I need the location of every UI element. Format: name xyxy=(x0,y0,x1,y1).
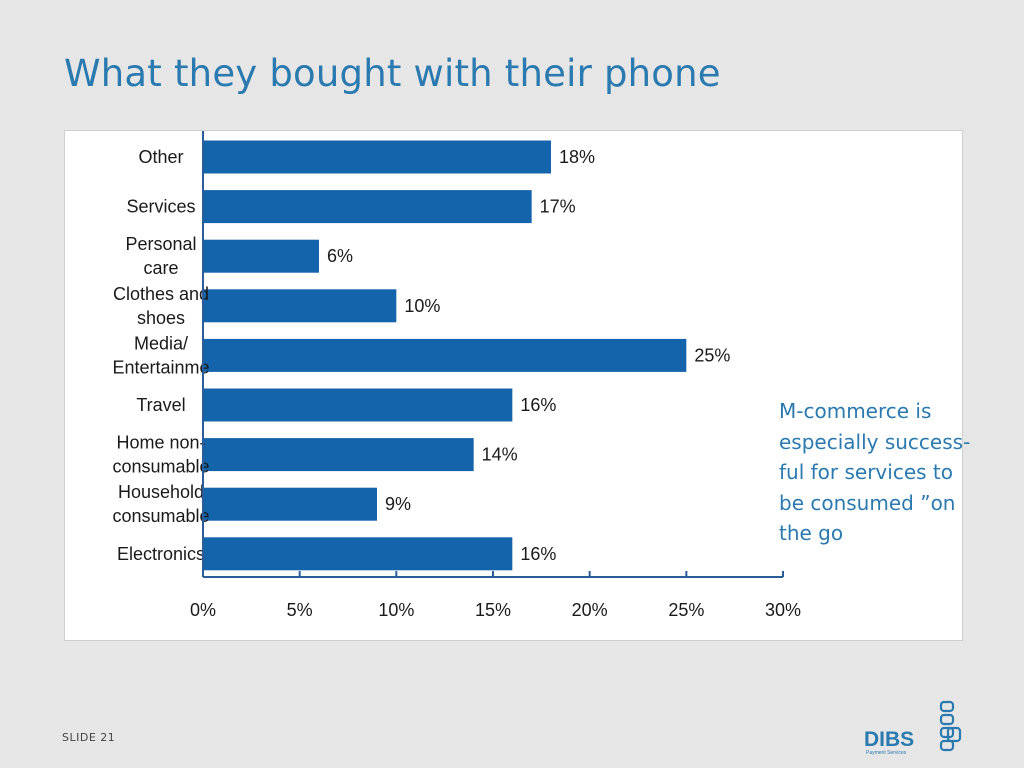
logo-subtext: Payment Services xyxy=(866,750,907,756)
bar-5 xyxy=(203,388,513,422)
category-label-1: Services xyxy=(126,197,195,217)
x-tick-label-5: 25% xyxy=(668,600,704,620)
category-label-4: Media/Entertainme xyxy=(112,333,209,377)
value-label-5: 16% xyxy=(520,395,556,415)
value-label-6: 14% xyxy=(482,445,518,465)
category-label-2: Personal care xyxy=(125,234,196,278)
bar-4 xyxy=(203,338,687,372)
x-tick-label-4: 20% xyxy=(572,600,608,620)
slide-number: SLIDE 21 xyxy=(62,731,116,744)
bar-3 xyxy=(203,289,397,323)
bar-8 xyxy=(203,537,513,571)
category-label-0: Other xyxy=(138,147,183,167)
x-tick-label-6: 30% xyxy=(765,600,801,620)
value-label-4: 25% xyxy=(694,345,730,365)
category-label-3: Clothes and shoes xyxy=(113,284,209,328)
bar-1 xyxy=(203,190,532,224)
bar-chart: 18% Other 17% Services 6% Personal care 10% Clot… xyxy=(112,131,801,620)
dibs-logo: DIBS Payment Services xyxy=(864,700,962,756)
x-tick-label-0: 0% xyxy=(190,600,216,620)
value-label-1: 17% xyxy=(540,197,576,217)
bar-0 xyxy=(203,140,551,174)
category-label-7: Household consumable xyxy=(112,482,209,526)
value-label-0: 18% xyxy=(559,147,595,167)
category-label-5: Travel xyxy=(136,395,185,415)
value-label-8: 16% xyxy=(520,544,556,564)
logo-text: DIBS xyxy=(864,728,914,751)
bar-7 xyxy=(203,487,377,521)
x-tick-label-2: 10% xyxy=(378,600,414,620)
category-label-8: Electronics xyxy=(117,544,205,564)
x-tick-label-1: 5% xyxy=(287,600,313,620)
slide-title: What they bought with their phone xyxy=(64,52,721,95)
bar-2 xyxy=(203,239,319,273)
x-tick-label-3: 15% xyxy=(475,600,511,620)
bar-6 xyxy=(203,438,474,472)
category-label-6: Home non-consumable xyxy=(112,433,209,477)
chart-panel: 18% Other 17% Services 6% Personal care 10% Clot… xyxy=(64,130,963,641)
commentary-text: M-commerce is especially success-ful for… xyxy=(779,399,971,545)
value-label-7: 9% xyxy=(385,494,411,514)
value-label-2: 6% xyxy=(327,246,353,266)
value-label-3: 10% xyxy=(404,296,440,316)
